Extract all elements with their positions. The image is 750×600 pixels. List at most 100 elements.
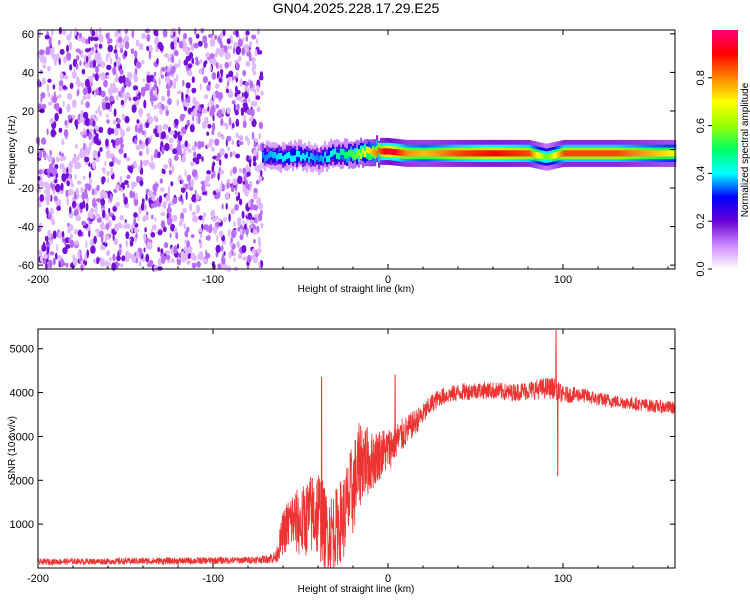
noise-speckle bbox=[245, 30, 250, 36]
noise-speckle bbox=[124, 258, 130, 263]
noise-speckle bbox=[183, 222, 186, 229]
signal-cell bbox=[546, 154, 549, 161]
noise-speckle bbox=[46, 84, 50, 93]
noise-speckle bbox=[191, 57, 194, 66]
noise-speckle bbox=[126, 174, 131, 179]
noise-speckle bbox=[184, 140, 188, 148]
noise-speckle bbox=[256, 248, 263, 254]
noise-speckle bbox=[124, 41, 130, 50]
signal-cell bbox=[330, 150, 333, 158]
noise-speckle bbox=[172, 28, 176, 34]
noise-speckle bbox=[180, 143, 186, 150]
signal-cell bbox=[582, 150, 585, 157]
noise-speckle bbox=[145, 138, 149, 147]
signal-cell bbox=[552, 152, 555, 159]
noise-speckle bbox=[45, 51, 51, 55]
noise-speckle bbox=[194, 27, 197, 35]
noise-speckle bbox=[168, 143, 173, 151]
noise-speckle bbox=[204, 178, 209, 187]
noise-speckle bbox=[192, 115, 195, 122]
noise-speckle bbox=[224, 184, 227, 191]
signal-cell bbox=[276, 154, 279, 161]
signal-cell bbox=[532, 151, 535, 158]
noise-speckle bbox=[230, 37, 233, 43]
signal-cell bbox=[364, 144, 367, 156]
y-tick-label: 4000 bbox=[10, 388, 34, 400]
noise-speckle bbox=[229, 89, 232, 95]
noise-speckle bbox=[123, 180, 129, 185]
noise-speckle bbox=[122, 192, 126, 200]
signal-cell bbox=[422, 150, 425, 157]
signal-cell bbox=[366, 146, 369, 153]
noise-speckle bbox=[235, 71, 239, 79]
noise-speckle bbox=[224, 46, 228, 51]
signal-cell bbox=[572, 150, 575, 157]
signal-cell bbox=[290, 155, 293, 162]
signal-cell bbox=[398, 149, 401, 156]
noise-speckle bbox=[242, 184, 246, 190]
noise-speckle bbox=[119, 223, 123, 229]
noise-speckle bbox=[228, 250, 232, 259]
noise-speckle bbox=[140, 202, 145, 211]
signal-cell bbox=[272, 152, 275, 159]
noise-speckle bbox=[249, 219, 255, 224]
noise-speckle bbox=[245, 164, 249, 172]
x-tick-label: 100 bbox=[554, 573, 572, 585]
noise-speckle bbox=[251, 118, 257, 128]
noise-speckle bbox=[84, 48, 90, 53]
signal-cell bbox=[288, 152, 291, 159]
signal-cell bbox=[316, 154, 319, 161]
noise-speckle bbox=[241, 245, 247, 253]
noise-speckle bbox=[53, 195, 58, 202]
noise-speckle bbox=[47, 156, 53, 162]
noise-speckle bbox=[80, 99, 84, 105]
noise-speckle bbox=[162, 169, 166, 175]
noise-speckle bbox=[146, 112, 151, 118]
noise-speckle bbox=[55, 183, 61, 193]
noise-speckle bbox=[187, 63, 193, 69]
signal-cell bbox=[280, 152, 283, 160]
noise-speckle bbox=[146, 75, 151, 84]
noise-speckle bbox=[180, 113, 186, 119]
noise-speckle bbox=[256, 85, 260, 93]
signal-cell bbox=[538, 152, 541, 159]
signal-cell bbox=[630, 150, 633, 157]
noise-speckle bbox=[187, 143, 191, 148]
noise-speckle bbox=[220, 69, 223, 78]
signal-cell bbox=[482, 150, 485, 157]
noise-speckle bbox=[114, 31, 119, 38]
snr-ticks: -200 -100 0 100 1000 2000 3000 4000 5000 bbox=[10, 329, 675, 585]
signal-cell bbox=[544, 153, 547, 160]
noise-speckle bbox=[132, 96, 138, 102]
signal-cell bbox=[314, 155, 317, 162]
noise-speckle bbox=[86, 86, 92, 94]
noise-speckle bbox=[171, 258, 175, 264]
noise-speckle bbox=[55, 252, 58, 260]
noise-speckle bbox=[84, 78, 90, 88]
signal-cell bbox=[518, 150, 521, 157]
noise-speckle bbox=[120, 143, 124, 149]
noise-speckle bbox=[256, 164, 262, 173]
noise-speckle bbox=[63, 74, 69, 80]
signal-cell bbox=[358, 150, 361, 162]
noise-speckle bbox=[177, 143, 182, 150]
y-tick-label: 20 bbox=[22, 106, 34, 118]
noise-speckle bbox=[40, 55, 46, 64]
noise-speckle bbox=[84, 183, 91, 190]
noise-speckle bbox=[113, 238, 119, 246]
noise-speckle bbox=[85, 240, 88, 249]
noise-speckle bbox=[76, 89, 80, 97]
signal-cell bbox=[672, 150, 675, 157]
noise-speckle bbox=[251, 60, 255, 68]
signal-cell bbox=[574, 150, 577, 157]
signal-cell bbox=[288, 153, 291, 165]
noise-speckle bbox=[105, 260, 109, 269]
signal-cell bbox=[342, 148, 345, 155]
signal-cell bbox=[432, 150, 435, 157]
noise-speckle bbox=[105, 102, 111, 110]
signal-cell bbox=[386, 148, 389, 155]
noise-speckle bbox=[160, 211, 166, 217]
noise-speckle bbox=[153, 128, 158, 135]
signal-cell bbox=[332, 149, 335, 156]
noise-speckle bbox=[242, 98, 248, 103]
